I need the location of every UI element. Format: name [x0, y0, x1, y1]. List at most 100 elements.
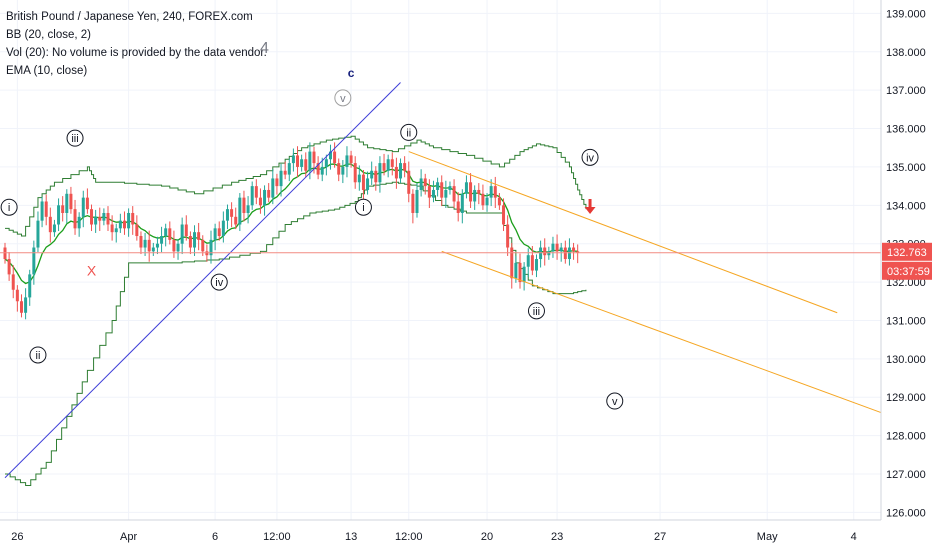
candle [345, 146, 349, 178]
candle-body [534, 259, 538, 271]
candle-body [131, 212, 135, 225]
candle-body [407, 170, 411, 194]
x-tick-label: 12:00 [395, 531, 423, 543]
candle-body [209, 239, 213, 256]
candle [65, 189, 69, 224]
candle-body [36, 220, 40, 248]
candle [197, 222, 201, 251]
candle [11, 265, 15, 299]
candle-body [275, 178, 279, 187]
candle [85, 188, 89, 214]
candle [263, 185, 267, 216]
time-axis[interactable]: 26 Apr 6 12:00 13 12:00 20 23 27 May 4 [0, 519, 881, 543]
candle [452, 179, 456, 208]
trend-line[interactable] [4, 82, 401, 479]
candle [361, 170, 365, 201]
wave-label-circle [29, 346, 47, 364]
wave-label[interactable]: iv [581, 148, 599, 166]
wave-label[interactable]: iv [210, 273, 228, 291]
countdown-badge [882, 261, 932, 280]
wave-label[interactable]: i [0, 198, 18, 216]
candle [155, 236, 159, 255]
wave-label[interactable]: v [606, 392, 624, 410]
candle-body [394, 166, 398, 179]
x-tick-label: May [757, 531, 778, 543]
candle-body [320, 166, 324, 175]
indicator-ema[interactable]: EMA (10, close) [6, 65, 88, 77]
candle [399, 158, 403, 184]
wave-label[interactable]: ii [400, 123, 418, 141]
indicator-vol[interactable]: Vol (20): No volume is provided by the d… [6, 47, 267, 59]
wave-label[interactable]: X [87, 263, 97, 279]
candle [341, 160, 345, 184]
candle [489, 179, 493, 207]
chart-grid [0, 0, 881, 520]
candle-body [24, 297, 28, 313]
candle-body [448, 186, 452, 190]
candle [61, 196, 65, 222]
candle-body [180, 224, 184, 244]
candle [576, 244, 580, 264]
candle-body [436, 182, 440, 190]
candle [283, 161, 287, 180]
candle [230, 202, 234, 228]
x-tick-label: 12:00 [263, 531, 291, 543]
channel-lower-line[interactable] [441, 250, 882, 414]
candle-body [234, 216, 238, 225]
candle [275, 173, 279, 195]
candle [530, 245, 534, 276]
candle [543, 238, 547, 266]
x-tick-label: 23 [551, 531, 563, 543]
candle-body [473, 189, 477, 202]
candle [497, 193, 501, 210]
wave-label[interactable]: v [334, 89, 352, 107]
candle [477, 183, 481, 205]
candle [238, 193, 242, 232]
wave-label[interactable]: c [348, 66, 355, 80]
wave-label-text: iii [71, 133, 78, 145]
candle [518, 253, 522, 289]
candle-body [127, 212, 131, 229]
candle-body [440, 182, 444, 198]
wave-label[interactable]: iii [66, 129, 84, 147]
candle-body [94, 216, 98, 225]
candle-body [312, 151, 316, 164]
wave-label-circle [0, 198, 18, 216]
candle-body [254, 186, 258, 198]
candle [52, 219, 56, 237]
candle-body [110, 224, 114, 233]
candle [48, 207, 52, 243]
y-tick-label: 139.000 [886, 8, 926, 20]
candle-body [143, 239, 147, 248]
candle-body [469, 182, 473, 202]
candle [135, 215, 139, 241]
candle [423, 173, 427, 195]
candle [551, 236, 555, 258]
candle [440, 175, 444, 207]
wave-label-circle [334, 89, 352, 107]
candle [213, 223, 217, 251]
wave-label[interactable]: i [354, 198, 372, 216]
wave-label[interactable]: ii [29, 346, 47, 364]
price-axis[interactable]: 126.000 127.000 128.000 129.000 130.000 131.0… [880, 0, 932, 520]
last-price-label: 132.763 [887, 247, 927, 259]
candle-body [197, 232, 201, 240]
x-tick-label: 20 [481, 531, 493, 543]
y-tick-label: 129.000 [886, 392, 926, 404]
candle [271, 169, 275, 205]
x-tick-label: Apr [120, 531, 137, 543]
channel-upper-line[interactable] [408, 151, 838, 314]
candle [415, 183, 419, 218]
wave-label[interactable]: iii [527, 302, 545, 320]
chart-series [4, 135, 587, 486]
candle-body [230, 209, 234, 217]
candle [328, 144, 332, 170]
candle [510, 242, 514, 289]
indicator-bb[interactable]: BB (20, close, 2) [6, 29, 92, 41]
wave-label-text: v [340, 93, 346, 105]
candle-body [81, 197, 85, 217]
candle [246, 196, 250, 224]
candle-body [164, 228, 168, 237]
